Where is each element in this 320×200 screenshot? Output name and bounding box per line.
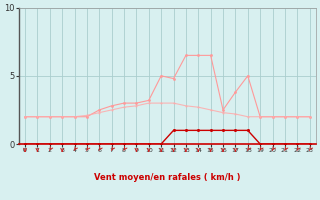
X-axis label: Vent moyen/en rafales ( km/h ): Vent moyen/en rafales ( km/h )	[94, 173, 241, 182]
